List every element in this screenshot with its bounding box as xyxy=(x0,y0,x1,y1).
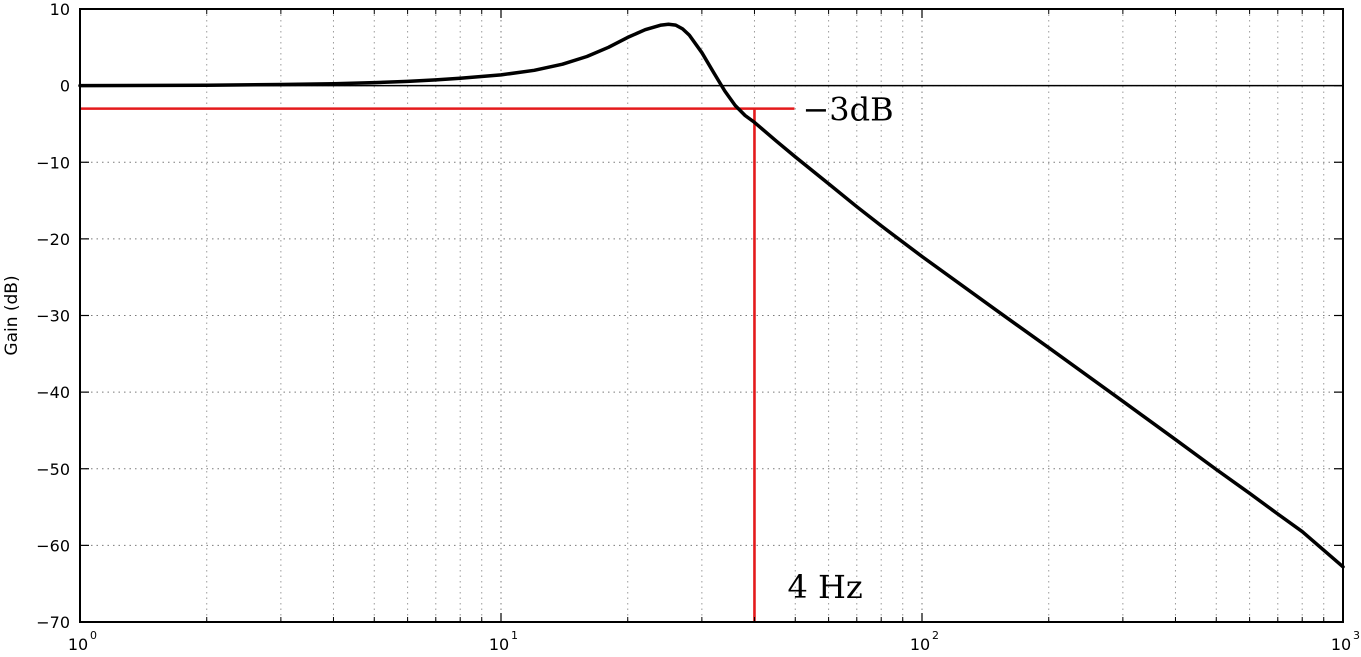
y-tick-label: −20 xyxy=(36,230,70,249)
x-tick-label: 10 3 xyxy=(1331,629,1360,654)
grid xyxy=(80,9,1343,622)
y-tick-labels: 10 0 −10 −20 −30 −40 −50 −60 −70 xyxy=(36,0,70,632)
x-tick-label: 10 1 xyxy=(489,629,518,654)
annotation-cutoff-frequency: 4 Hz xyxy=(787,568,862,606)
reference-lines xyxy=(80,84,1343,622)
x-tick-label-base: 10 xyxy=(910,635,930,654)
x-tick-label-base: 10 xyxy=(68,635,88,654)
y-tick-label: −70 xyxy=(36,613,70,632)
y-tick-label: 0 xyxy=(60,77,70,96)
gain-curve xyxy=(78,22,1345,569)
y-tick-label: −60 xyxy=(36,536,70,555)
x-tick-label: 10 0 xyxy=(68,629,97,654)
y-tick-label: −30 xyxy=(36,307,70,326)
plot-frame xyxy=(79,8,1344,623)
annotation-minus-3db: −3dB xyxy=(802,91,893,129)
y-tick-label: −50 xyxy=(36,460,70,479)
y-axis-label: Gain (dB) xyxy=(2,275,22,355)
series-layer xyxy=(78,22,1345,569)
x-tick-label-base: 10 xyxy=(489,635,509,654)
x-tick-label: 10 2 xyxy=(910,629,939,654)
x-tick-label-base: 10 xyxy=(1331,635,1351,654)
x-tick-label-exponent: 2 xyxy=(932,629,939,642)
y-tick-label: −10 xyxy=(36,153,70,172)
x-tick-labels: 10 0 10 1 10 2 10 3 xyxy=(68,629,1360,654)
x-tick-label-exponent: 0 xyxy=(90,629,97,642)
x-tick-label-exponent: 1 xyxy=(511,629,518,642)
x-tick-label-exponent: 3 xyxy=(1353,629,1360,642)
y-tick-label: −40 xyxy=(36,383,70,402)
y-tick-label: 10 xyxy=(50,0,70,19)
